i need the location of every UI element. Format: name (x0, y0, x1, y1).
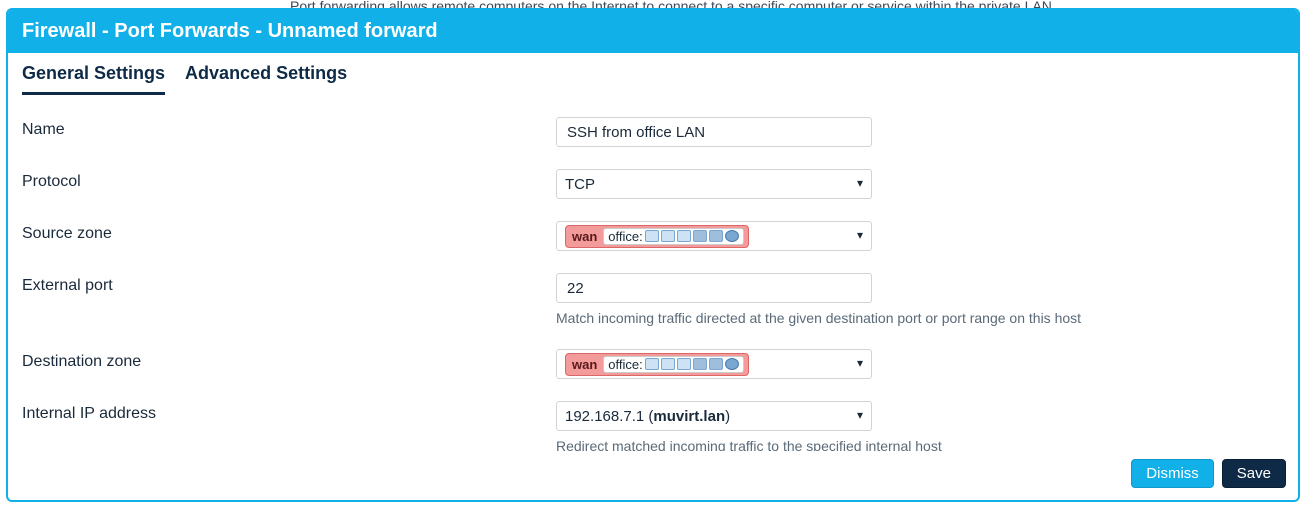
interface-icon (677, 230, 691, 242)
interface-icon (661, 358, 675, 370)
protocol-select[interactable]: TCP (556, 169, 872, 199)
label-destination-zone: Destination zone (22, 349, 556, 371)
source-zone-prefix: office: (608, 229, 642, 244)
external-port-input[interactable] (556, 273, 872, 303)
interface-icon (661, 230, 675, 242)
interface-icon (677, 358, 691, 370)
label-external-port: External port (22, 273, 556, 295)
interface-icon (693, 358, 707, 370)
interface-icon (693, 230, 707, 242)
row-protocol: Protocol TCP (22, 169, 1284, 199)
label-internal-ip: Internal IP address (22, 401, 556, 423)
modal-footer: Dismiss Save (8, 451, 1298, 500)
internal-ip-host: muvirt.lan (653, 408, 725, 425)
tab-advanced-settings[interactable]: Advanced Settings (185, 63, 347, 95)
row-internal-ip: Internal IP address 192.168.7.1 (muvirt.… (22, 401, 1284, 451)
source-zone-tag: wan (570, 229, 599, 244)
interface-icon (645, 230, 659, 242)
port-forward-modal: Firewall - Port Forwards - Unnamed forwa… (6, 8, 1300, 502)
row-name: Name (22, 117, 1284, 147)
external-port-help: Match incoming traffic directed at the g… (556, 309, 1276, 327)
row-destination-zone: Destination zone wan office: (22, 349, 1284, 379)
label-protocol: Protocol (22, 169, 556, 191)
interface-icon (645, 358, 659, 370)
dismiss-button[interactable]: Dismiss (1131, 459, 1214, 488)
interface-icon (709, 358, 723, 370)
protocol-value: TCP (565, 176, 595, 193)
modal-title: Firewall - Port Forwards - Unnamed forwa… (8, 10, 1298, 53)
destination-zone-chip: wan office: (565, 353, 749, 376)
internal-ip-select[interactable]: 192.168.7.1 (muvirt.lan) (556, 401, 872, 431)
row-source-zone: Source zone wan office: (22, 221, 1284, 251)
external-port-field[interactable] (565, 279, 863, 298)
tabs: General Settings Advanced Settings (8, 53, 1298, 95)
name-input[interactable] (556, 117, 872, 147)
save-button[interactable]: Save (1222, 459, 1286, 488)
label-name: Name (22, 117, 556, 139)
globe-icon (725, 358, 739, 370)
form-area: Name Protocol TCP Source zone wa (8, 95, 1298, 451)
interface-icon (709, 230, 723, 242)
name-input-field[interactable] (565, 123, 863, 142)
row-external-port: External port Match incoming traffic dir… (22, 273, 1284, 327)
source-zone-chip: wan office: (565, 225, 749, 248)
tab-general-settings[interactable]: General Settings (22, 63, 165, 95)
internal-ip-addr: 192.168.7.1 (565, 408, 644, 425)
destination-zone-tag: wan (570, 357, 599, 372)
globe-icon (725, 230, 739, 242)
internal-ip-help: Redirect matched incoming traffic to the… (556, 437, 1276, 451)
destination-zone-select[interactable]: wan office: (556, 349, 872, 379)
source-zone-interfaces: office: (603, 228, 743, 245)
label-source-zone: Source zone (22, 221, 556, 243)
source-zone-select[interactable]: wan office: (556, 221, 872, 251)
internal-ip-value: 192.168.7.1 (muvirt.lan) (565, 408, 730, 425)
destination-zone-interfaces: office: (603, 356, 743, 373)
destination-zone-prefix: office: (608, 357, 642, 372)
